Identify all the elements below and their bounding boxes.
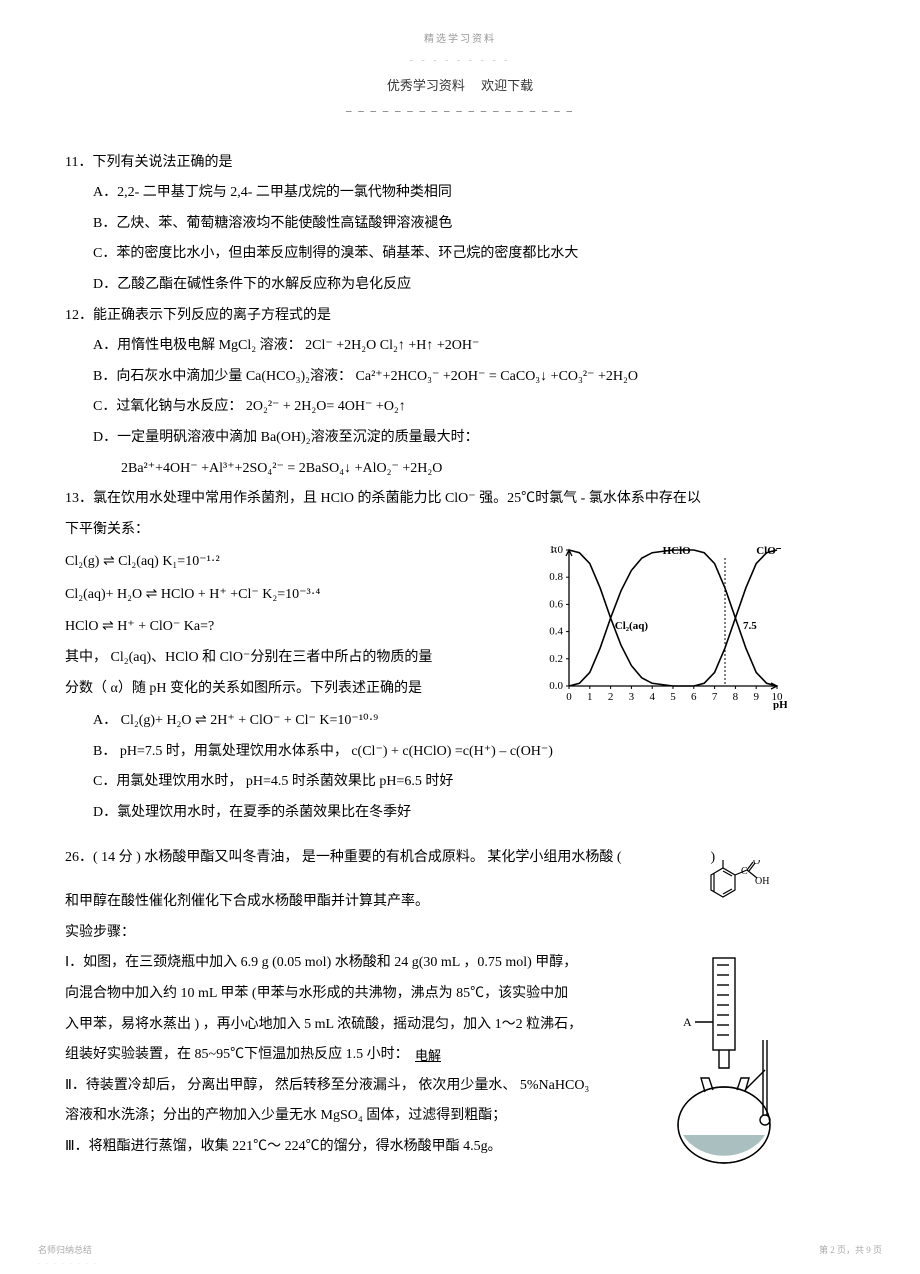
header-dash: - - - - - - - - -: [65, 51, 855, 70]
q12-D-eqn: 2Ba²⁺+4OH⁻ +Al³⁺+2SO₄²⁻ = 2BaSO₄↓ +AlO₂⁻…: [65, 456, 855, 483]
molecule-o-label: O: [753, 860, 760, 867]
q26-line4: Ⅰ．如图，在三颈烧瓶中加入 6.9 g (0.05 mol) 水杨酸和 24 g…: [65, 950, 685, 977]
q13-eq3a: HClO: [65, 619, 102, 634]
equil-arrow-icon: ⇌: [103, 552, 115, 568]
q11-C: C．苯的密度比水小，但由苯反应制得的溴苯、硝基苯、环己烷的密度都比水大: [65, 241, 855, 268]
q12-A: A．用惰性电极电解 MgCl₂ 溶液： 2Cl⁻ +2H₂O Cl₂↑ +H↑ …: [65, 333, 855, 360]
q13-D: D．氯处理饮用水时，在夏季的杀菌效果比在冬季好: [65, 800, 855, 827]
svg-text:ClO⁻: ClO⁻: [756, 545, 782, 557]
salicylic-acid-molecule: OH O C OH: [691, 860, 773, 920]
q13-Aa: A． Cl₂(g)+ H₂O: [93, 713, 195, 728]
molecule-oh-label: OH: [716, 860, 730, 862]
q13-Ab: 2H⁺ + ClO⁻ + Cl⁻ K=10⁻¹⁰·⁹: [207, 713, 378, 728]
svg-text:α: α: [551, 543, 557, 555]
svg-text:9: 9: [753, 691, 759, 703]
svg-text:0.6: 0.6: [549, 598, 563, 610]
svg-text:7.5: 7.5: [743, 620, 757, 632]
q13-eq2b: HClO + H⁺ +Cl⁻ K₂=10⁻³·⁴: [157, 587, 320, 602]
q12-C: C．过氧化钠与水反应： 2O₂²⁻ + 2H₂O= 4OH⁻ +O₂↑: [65, 394, 855, 421]
q13-B: B． pH=7.5 时，用氯处理饮用水体系中， c(Cl⁻) + c(HClO)…: [65, 739, 855, 766]
q13-stem: 13．氯在饮用水处理中常用作杀菌剂，且 HClO 的杀菌能力比 ClO⁻ 强。2…: [65, 486, 855, 513]
header-main-right: 欢迎下载: [481, 78, 533, 93]
q26-line9: 溶液和水洗涤；分出的产物加入少量无水 MgSO₄ 固体，过滤得到粗酯；: [65, 1103, 685, 1130]
alpha-ph-chart: 0.00.20.40.60.81.0012345678910αpH7.5Cl₂(…: [537, 540, 787, 710]
q26-line7: 组装好实验装置，在 85~95℃下恒温加热反应 1.5 小时： 电解: [65, 1042, 685, 1069]
svg-text:2: 2: [608, 691, 614, 703]
q13-C: C．用氯处理饮用水时， pH=4.5 时杀菌效果比 pH=6.5 时好: [65, 769, 855, 796]
header-main: 优秀学习资料 欢迎下载: [65, 74, 855, 99]
svg-text:7: 7: [712, 691, 718, 703]
svg-text:6: 6: [691, 691, 697, 703]
equil-arrow-icon: ⇌: [195, 711, 207, 727]
molecule-coh-label: OH: [755, 876, 769, 887]
svg-text:pH: pH: [773, 699, 787, 710]
q26-overlay-text: 电解: [415, 1044, 441, 1069]
svg-text:0.0: 0.0: [549, 680, 563, 692]
q13-eq3b: H⁺ + ClO⁻ Ka=?: [114, 619, 215, 634]
q12-stem: 12．能正确表示下列反应的离子方程式的是: [65, 303, 855, 330]
svg-text:1: 1: [587, 691, 593, 703]
footer-right: 第 2 页，共 9 页: [819, 1242, 882, 1259]
apparatus-a-label: A: [683, 1015, 692, 1029]
equil-arrow-icon: ⇌: [102, 617, 114, 633]
svg-text:0.2: 0.2: [549, 653, 563, 665]
q13-eq2a: Cl₂(aq)+ H₂O: [65, 587, 146, 602]
svg-text:HClO: HClO: [663, 545, 692, 557]
header-small: 精选学习资料: [65, 30, 855, 49]
svg-text:4: 4: [649, 691, 655, 703]
q26-line5: 向混合物中加入约 10 mL 甲苯 (甲苯与水形成的共沸物，沸点为 85℃，该实…: [65, 981, 685, 1008]
distillation-apparatus: A: [645, 950, 805, 1180]
q26-line3: 实验步骤：: [65, 920, 855, 947]
header-underline: – – – – – – – – – – – – – – – – – – –: [65, 101, 855, 122]
svg-text:0: 0: [566, 691, 572, 703]
q11-D: D．乙酸乙酯在碱性条件下的水解反应称为皂化反应: [65, 272, 855, 299]
footer-dots: . . . . . . . .: [38, 1254, 98, 1269]
q12-D: D．一定量明矾溶液中滴加 Ba(OH)₂溶液至沉淀的质量最大时：: [65, 425, 855, 452]
q26-line8: Ⅱ．待装置冷却后， 分离出甲醇， 然后转移至分液漏斗， 依次用少量水、 5%Na…: [65, 1073, 685, 1100]
q11-stem: 11．下列有关说法正确的是: [65, 150, 855, 177]
svg-text:8: 8: [733, 691, 739, 703]
q12-B: B．向石灰水中滴加少量 Ca(HCO₃)₂溶液： Ca²⁺+2HCO₃⁻ +2O…: [65, 364, 855, 391]
q13-A: A． Cl₂(g)+ H₂O ⇌ 2H⁺ + ClO⁻ + Cl⁻ K=10⁻¹…: [65, 706, 855, 735]
q26-line6: 入甲苯，易将水蒸出 ) ，再小心地加入 5 mL 浓硫酸，摇动混匀，加入 1～2…: [65, 1012, 685, 1039]
q26-line7-text: 组装好实验装置，在 85~95℃下恒温加热反应 1.5 小时：: [65, 1047, 409, 1062]
header-main-left: 优秀学习资料: [387, 78, 465, 93]
q11-A: A．2,2- 二甲基丁烷与 2,4- 二甲基戊烷的一氯代物种类相同: [65, 180, 855, 207]
q13-eq1a: Cl₂(g): [65, 554, 103, 569]
svg-text:5: 5: [670, 691, 676, 703]
equil-arrow-icon: ⇌: [146, 585, 158, 601]
svg-text:0.8: 0.8: [549, 571, 563, 583]
q26-stem-text: 26．( 14 分 ) 水杨酸甲酯又叫冬青油， 是一种重要的有机合成原料。 某化…: [65, 850, 621, 865]
q13-eq1b: Cl₂(aq) K₁=10⁻¹·²: [115, 554, 220, 569]
molecule-c-label: C: [741, 866, 748, 877]
svg-text:0.4: 0.4: [549, 626, 563, 638]
svg-text:3: 3: [629, 691, 635, 703]
svg-text:Cl₂(aq): Cl₂(aq): [615, 620, 649, 632]
q11-B: B．乙炔、苯、葡萄糖溶液均不能使酸性高锰酸钾溶液褪色: [65, 211, 855, 238]
